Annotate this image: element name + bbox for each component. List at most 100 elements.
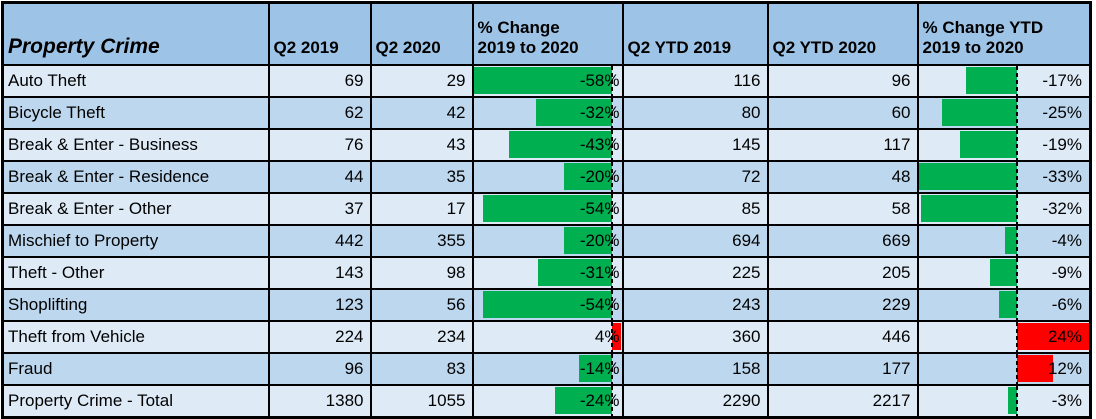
row-label: Bicycle Theft [1, 95, 270, 130]
cell-q2-2019: 442 [267, 223, 372, 258]
percent-value: -25% [1042, 102, 1082, 122]
cell-q2-2020: 234 [369, 319, 474, 354]
databar-axis [1016, 162, 1019, 191]
percent-value: 12% [1047, 358, 1082, 378]
cell-q2-2019: 224 [267, 319, 372, 354]
databar-axis [1016, 386, 1019, 416]
databar [1017, 322, 1089, 350]
cell-q2-2020: 83 [369, 351, 474, 386]
databar [564, 226, 612, 254]
cell-ytd-2019: 225 [621, 255, 769, 290]
percent-value: -24% [579, 390, 620, 410]
percent-value: -20% [579, 230, 620, 250]
cell-ytd-2020: 2217 [766, 383, 919, 418]
databar [966, 66, 1018, 94]
col-header-ytd-2020: Q2 YTD 2020 [766, 1, 919, 66]
databar-axis [1016, 130, 1019, 159]
databar [535, 98, 612, 126]
table-row: Property Crime - Total 1380 1055 -24% 22… [1, 383, 1092, 418]
cell-q2-2019: 69 [267, 63, 372, 98]
cell-q2-change: -32% [471, 95, 624, 130]
databar-axis [610, 194, 613, 223]
cell-q2-change: -54% [471, 287, 624, 322]
row-label: Break & Enter - Business [1, 127, 270, 162]
databar [509, 130, 612, 158]
row-label: Break & Enter - Residence [1, 159, 270, 194]
cell-q2-change: -20% [471, 223, 624, 258]
cell-ytd-2020: 229 [766, 287, 919, 322]
table-row: Auto Theft 69 29 -58% 116 96 -17% [1, 63, 1092, 98]
header-row: Property Crime Q2 2019 Q2 2020 % Change … [1, 1, 1092, 66]
table-row: Break & Enter - Business 76 43 -43% 145 … [1, 127, 1092, 162]
cell-ytd-change: -19% [916, 127, 1092, 162]
cell-q2-2020: 43 [369, 127, 474, 162]
cell-ytd-2020: 117 [766, 127, 919, 162]
databar-axis [610, 290, 613, 319]
cell-q2-change: -20% [471, 159, 624, 194]
databar-axis [1016, 354, 1019, 383]
databar [1008, 386, 1018, 414]
table-row: Shoplifting 123 56 -54% 243 229 -6% [1, 287, 1092, 322]
databar-axis [1016, 226, 1019, 255]
cell-ytd-change: -25% [916, 95, 1092, 130]
cell-q2-change: -24% [471, 383, 624, 418]
percent-value: -19% [1042, 134, 1082, 154]
databar [942, 98, 1018, 126]
cell-q2-2020: 98 [369, 255, 474, 290]
databar [919, 162, 1018, 190]
cell-ytd-change: 24% [916, 319, 1092, 354]
cell-ytd-2019: 2290 [621, 383, 769, 418]
databar-axis [610, 226, 613, 255]
percent-value: -17% [1042, 70, 1082, 90]
databar [483, 194, 612, 222]
cell-q2-2020: 56 [369, 287, 474, 322]
cell-q2-change: -31% [471, 255, 624, 290]
percent-value: 24% [1047, 326, 1082, 346]
table-row: Theft from Vehicle 224 234 4% 360 446 24… [1, 319, 1092, 354]
cell-ytd-2019: 80 [621, 95, 769, 130]
cell-ytd-change: -32% [916, 191, 1092, 226]
databar-axis [610, 386, 613, 416]
table-row: Bicycle Theft 62 42 -32% 80 60 -25% [1, 95, 1092, 130]
percent-value: -54% [579, 294, 620, 314]
percent-value: -43% [579, 134, 620, 154]
databar-axis [1016, 66, 1019, 95]
cell-ytd-change: -4% [916, 223, 1092, 258]
cell-q2-2019: 62 [267, 95, 372, 130]
cell-ytd-2020: 48 [766, 159, 919, 194]
cell-q2-change: -43% [471, 127, 624, 162]
percent-value: -31% [579, 262, 620, 282]
percent-value: -9% [1051, 262, 1082, 282]
databar [1005, 226, 1018, 254]
cell-q2-2020: 35 [369, 159, 474, 194]
databar [537, 258, 612, 286]
percent-value: -32% [1042, 198, 1082, 218]
cell-ytd-2019: 360 [621, 319, 769, 354]
databar-axis [610, 258, 613, 287]
databar-axis [1016, 322, 1019, 351]
databar [578, 354, 612, 382]
databar [1017, 354, 1054, 382]
databar-axis [1016, 98, 1019, 127]
table-title: Property Crime [1, 1, 270, 66]
percent-value: -32% [579, 102, 620, 122]
databar [990, 258, 1018, 286]
cell-ytd-2019: 243 [621, 287, 769, 322]
col-header-q2-change: % Change 2019 to 2020 [471, 1, 624, 66]
databar [483, 290, 612, 318]
percent-value: -54% [579, 198, 620, 218]
cell-ytd-2019: 694 [621, 223, 769, 258]
cell-ytd-2019: 158 [621, 351, 769, 386]
databar [921, 194, 1018, 222]
databar [960, 130, 1018, 158]
cell-ytd-2020: 177 [766, 351, 919, 386]
cell-ytd-change: 12% [916, 351, 1092, 386]
row-label: Shoplifting [1, 287, 270, 322]
cell-q2-2019: 37 [267, 191, 372, 226]
percent-value: -3% [1051, 390, 1082, 410]
cell-q2-2019: 44 [267, 159, 372, 194]
row-label: Property Crime - Total [1, 383, 270, 418]
cell-ytd-2020: 58 [766, 191, 919, 226]
